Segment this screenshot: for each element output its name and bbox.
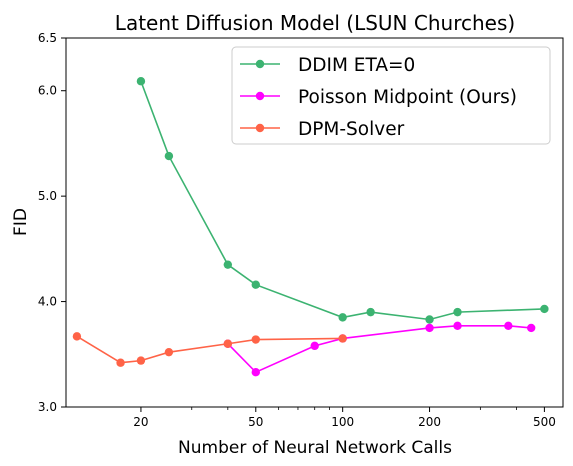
axis-layer: 20 50 100 200 500 3.0 4.0 5.0 6.0 6.5 [38,31,556,429]
data-point [366,307,375,317]
chart-title: Latent Diffusion Model (LSUN Churches) [115,11,515,35]
data-point [164,347,174,357]
legend-marker [255,59,265,69]
data-point [425,315,434,324]
series-2 [72,332,347,367]
y-tick-label: 6.0 [38,84,57,98]
series-line [76,335,343,364]
y-tick-label: 6.5 [38,31,57,45]
data-point [453,321,462,331]
series-0 [136,77,549,324]
legend-label: DPM-Solver [298,119,405,140]
y-axis-label: FID [11,208,31,236]
series-layer [72,77,549,377]
data-point [223,260,233,269]
data-point [251,280,260,289]
legend-box [231,46,551,145]
data-point [453,307,462,317]
data-point [251,335,260,344]
y-tick-label: 4.0 [38,295,57,309]
x-tick-label: 50 [248,415,263,429]
legend-item: Poisson Midpoint (Ours) [240,87,517,108]
legend: DDIM ETA=0 Poisson Midpoint (Ours) DPM-Sol… [231,46,551,145]
data-point [164,151,174,161]
y-tick-label: 3.0 [38,400,57,414]
data-point [251,368,260,377]
legend-item: DPM-Solver [240,119,405,140]
series-1 [223,321,536,377]
x-axis-label: Number of Neural Network Calls [178,438,452,458]
legend-marker [255,123,265,133]
x-tick-label: 200 [418,415,441,429]
legend-item: DDIM ETA=0 [240,55,415,76]
data-point [310,341,319,351]
data-point [223,339,233,348]
legend-marker [255,91,265,101]
x-tick-label: 500 [533,415,556,429]
data-point [504,321,513,331]
x-tick-label: 100 [331,415,354,429]
data-point [338,334,347,343]
data-point [136,356,146,365]
data-point [425,323,434,333]
data-point [338,313,347,322]
series-line [227,325,532,374]
data-point [136,77,146,86]
data-point [116,358,125,367]
y-tick-label: 5.0 [38,189,57,203]
legend-label: DDIM ETA=0 [298,55,415,76]
data-point [72,332,82,341]
data-point [540,304,549,314]
legend-label: Poisson Midpoint (Ours) [298,87,517,108]
x-tick-label: 20 [133,415,148,429]
data-point [526,323,536,333]
